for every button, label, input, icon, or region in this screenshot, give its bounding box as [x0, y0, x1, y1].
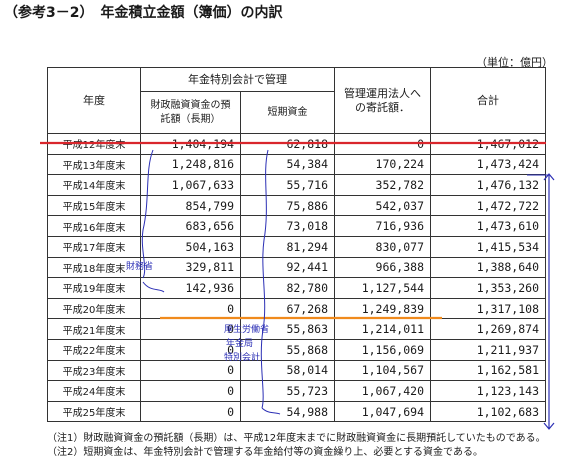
- year-cell: 平成23年度末: [47, 359, 141, 382]
- total-cell: 1,317,108: [430, 297, 546, 320]
- total-cell: 1,472,722: [430, 194, 546, 217]
- header-total: 合計: [430, 67, 546, 134]
- trust-cell: 1,047,694: [334, 400, 431, 423]
- total-cell: 1,415,534: [430, 235, 546, 258]
- pension-reserve-table: 年度 年金特別会計で管理 管理運用法人への寄託額． 合計 財政融資資金の預託額（…: [47, 67, 546, 423]
- trust-cell: 830,077: [334, 235, 431, 258]
- short-term-cell: 75,886: [240, 194, 335, 217]
- short-term-cell: 73,018: [240, 215, 335, 237]
- year-cell: 平成24年度末: [47, 380, 141, 402]
- total-cell: 1,211,937: [430, 338, 546, 361]
- deposit-cell: 142,936: [140, 277, 241, 299]
- short-term-cell: 54,988: [240, 400, 335, 423]
- short-term-cell: 67,268: [240, 297, 335, 320]
- page-title: （参考3－2） 年金積立金額（簿価）の内訳: [4, 5, 283, 21]
- year-cell: 平成21年度末: [47, 318, 141, 340]
- footnote-2: （注2）短期資金は、年金特別会計で管理する年金給付等の資金繰り上、必要とする資金…: [47, 447, 483, 458]
- total-cell: 1,123,143: [430, 380, 546, 402]
- trust-cell: 1,067,420: [334, 380, 431, 402]
- table-row: 平成21年度末 0 55,863 1,214,011 1,269,874: [47, 318, 546, 340]
- total-cell: 1,476,132: [430, 174, 546, 196]
- table-row: 平成23年度末 0 58,014 1,104,567 1,162,581: [47, 359, 546, 382]
- short-term-cell: 81,294: [240, 235, 335, 258]
- annotation-ministry: 財務省: [126, 262, 154, 272]
- year-cell: 平成14年度末: [47, 174, 141, 196]
- annotation-pension-bureau: 年金局: [226, 339, 254, 349]
- deposit-cell: 1,404,194: [140, 133, 241, 155]
- deposit-cell: 1,067,633: [140, 174, 241, 196]
- trust-cell: 716,936: [334, 215, 431, 237]
- total-cell: 1,353,260: [430, 277, 546, 299]
- deposit-cell: 683,656: [140, 215, 241, 237]
- deposit-cell: 0: [140, 380, 241, 402]
- trust-cell: 542,037: [334, 194, 431, 217]
- trust-cell: 966,388: [334, 256, 431, 279]
- trust-cell: 170,224: [334, 153, 431, 176]
- header-year: 年度: [47, 67, 141, 134]
- year-cell: 平成25年度末: [47, 400, 141, 423]
- trust-cell: 1,127,544: [334, 277, 431, 299]
- year-cell: 平成17年度末: [47, 235, 141, 258]
- header-special-account: 年金特別会計で管理: [140, 67, 335, 92]
- deposit-cell: 0: [140, 297, 241, 320]
- table-row: 平成18年度末 329,811 92,441 966,388 1,388,640: [47, 256, 546, 279]
- trust-cell: 1,249,839: [334, 297, 431, 320]
- year-cell: 平成20年度末: [47, 297, 141, 320]
- table-row: 平成17年度末 504,163 81,294 830,077 1,415,534: [47, 235, 546, 258]
- header-fiscal-deposit: 財政融資資金の預託額（長期）: [140, 91, 241, 134]
- deposit-cell: 854,799: [140, 194, 241, 217]
- table-row: 平成22年度末 0 55,868 1,156,069 1,211,937: [47, 338, 546, 361]
- total-cell: 1,467,012: [430, 133, 546, 155]
- table-row: 平成16年度末 683,656 73,018 716,936 1,473,610: [47, 215, 546, 237]
- table-row: 平成13年度末 1,248,816 54,384 170,224 1,473,424: [47, 153, 546, 176]
- table-row: 平成24年度末 0 55,723 1,067,420 1,123,143: [47, 380, 546, 402]
- annotation-mhlw: 厚生労働省: [224, 325, 270, 335]
- unit-label: （単位：億円）: [476, 56, 553, 69]
- short-term-cell: 92,441: [240, 256, 335, 279]
- short-term-cell: 55,723: [240, 380, 335, 402]
- table-row: 平成19年度末 142,936 82,780 1,127,544 1,353,260: [47, 277, 546, 299]
- total-cell: 1,269,874: [430, 318, 546, 340]
- deposit-cell: 0: [140, 400, 241, 423]
- total-cell: 1,102,683: [430, 400, 546, 423]
- short-term-cell: 54,384: [240, 153, 335, 176]
- deposit-cell: 1,248,816: [140, 153, 241, 176]
- header-trust: 管理運用法人への寄託額．: [334, 67, 431, 134]
- year-cell: 平成15年度末: [47, 194, 141, 217]
- footnotes: （注1）財政融資資金の預託額（長期）は、平成12年度末までに財政融資資金に長期預…: [47, 432, 557, 460]
- short-term-cell: 62,818: [240, 133, 335, 155]
- trust-cell: 0: [334, 133, 431, 155]
- table-row: 平成14年度末 1,067,633 55,716 352,782 1,476,132: [47, 174, 546, 196]
- short-term-cell: 82,780: [240, 277, 335, 299]
- total-cell: 1,473,424: [430, 153, 546, 176]
- footnote-1: （注1）財政融資資金の預託額（長期）は、平成12年度末までに財政融資資金に長期預…: [47, 433, 546, 444]
- trust-cell: 352,782: [334, 174, 431, 196]
- table-row: 平成25年度末 0 54,988 1,047,694 1,102,683: [47, 400, 546, 423]
- trust-cell: 1,104,567: [334, 359, 431, 382]
- trust-cell: 1,214,011: [334, 318, 431, 340]
- year-cell: 平成12年度末: [47, 133, 141, 155]
- year-cell: 平成16年度末: [47, 215, 141, 237]
- annotation-special-account: 特別会計: [224, 353, 261, 363]
- year-cell: 平成13年度末: [47, 153, 141, 176]
- range-arrow-down: [543, 422, 555, 430]
- short-term-cell: 55,716: [240, 174, 335, 196]
- year-cell: 平成19年度末: [47, 277, 141, 299]
- deposit-cell: 504,163: [140, 235, 241, 258]
- table-row: 平成20年度末 0 67,268 1,249,839 1,317,108: [47, 297, 546, 320]
- table-row: 平成15年度末 854,799 75,886 542,037 1,472,722: [47, 194, 546, 217]
- header-short-term: 短期資金: [240, 91, 335, 134]
- deposit-cell: 329,811: [140, 256, 241, 279]
- trust-cell: 1,156,069: [334, 338, 431, 361]
- year-cell: 平成22年度末: [47, 338, 141, 361]
- table-row: 平成12年度末 1,404,194 62,818 0 1,467,012: [47, 133, 546, 155]
- total-cell: 1,473,610: [430, 215, 546, 237]
- total-cell: 1,162,581: [430, 359, 546, 382]
- table-body: 平成12年度末 1,404,194 62,818 0 1,467,012 平成13年度末 1…: [47, 133, 546, 423]
- total-cell: 1,388,640: [430, 256, 546, 279]
